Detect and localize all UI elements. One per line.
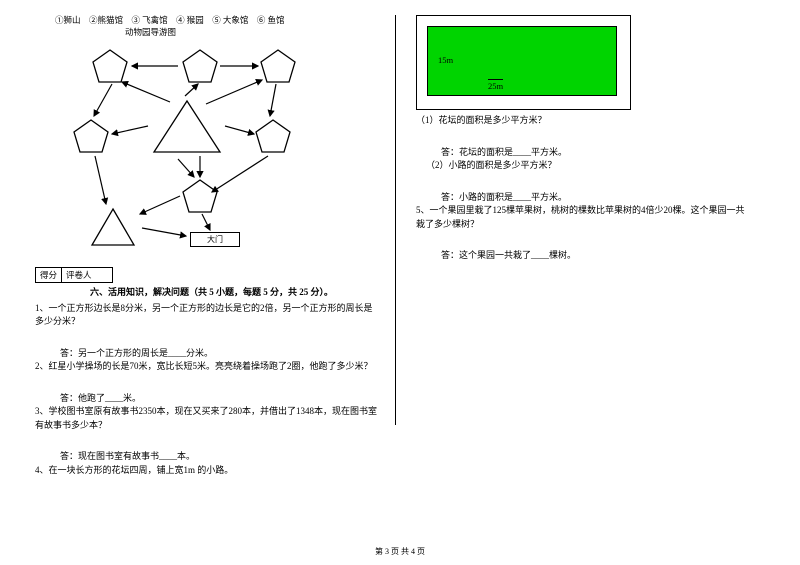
flowerbed-figure: 15m 25m: [416, 15, 631, 110]
legend-line2: 动物园导游图: [55, 27, 380, 39]
answer-3: 答：现在图书室有故事书____本。: [30, 450, 380, 464]
gate-box: 大门: [190, 232, 240, 247]
legend: ①狮山 ②熊猫馆 ③ 飞禽馆 ④ 猴园 ⑤ 大象馆 ⑥ 鱼馆 动物园导游图: [30, 15, 380, 39]
sub-answer-1: 答：花坛的面积是____平方米。: [411, 146, 751, 160]
score-table: 得分 评卷人: [35, 267, 113, 283]
pentagon-node: [182, 179, 218, 213]
pentagon-node: [73, 119, 109, 153]
grader-cell: 评卷人: [62, 268, 96, 282]
sub-question-2: （2）小路的面积是多少平方米？: [411, 159, 751, 173]
pentagon-node: [182, 49, 218, 83]
question-4: 4、在一块长方形的花坛四周，铺上宽1m 的小路。: [30, 464, 380, 478]
zoo-diagram: 大门: [70, 44, 310, 259]
height-label: 15m: [438, 55, 453, 65]
triangle-small: [90, 207, 136, 247]
question-3: 3、学校图书室原有故事书2350本，现在又买来了280本，并借出了1348本，现…: [30, 405, 380, 432]
answer-1: 答：另一个正方形的周长是____分米。: [30, 347, 380, 361]
question-5: 5、一个果园里栽了125棵苹果树，桃树的棵数比苹果树的4倍少20棵。这个果园一共…: [411, 204, 751, 231]
legend-line1: ①狮山 ②熊猫馆 ③ 飞禽馆 ④ 猴园 ⑤ 大象馆 ⑥ 鱼馆: [55, 15, 380, 27]
pentagon-node: [255, 119, 291, 153]
section-title: 六、活用知识，解决问题（共 5 小题，每题 5 分，共 25 分）。: [30, 285, 380, 298]
left-column: ①狮山 ②熊猫馆 ③ 飞禽馆 ④ 猴园 ⑤ 大象馆 ⑥ 鱼馆 动物园导游图: [30, 15, 395, 535]
triangle-large: [152, 99, 222, 154]
green-rect: 15m 25m: [427, 26, 617, 96]
width-label: 25m: [488, 79, 503, 91]
sub-answer-2: 答：小路的面积是____平方米。: [411, 191, 751, 205]
score-cell: 得分: [36, 268, 62, 282]
answer-2: 答：他跑了____米。: [30, 392, 380, 406]
answer-5: 答：这个果园一共栽了____棵树。: [411, 249, 751, 263]
right-column: 15m 25m （1）花坛的面积是多少平方米？ 答：花坛的面积是____平方米。…: [396, 15, 751, 535]
pentagon-node: [260, 49, 296, 83]
pentagon-node: [92, 49, 128, 83]
page-footer: 第 3 页 共 4 页: [0, 546, 800, 557]
sub-question-1: （1）花坛的面积是多少平方米？: [411, 114, 751, 128]
question-1: 1、一个正方形边长是8分米，另一个正方形的边长是它的2倍，另一个正方形的周长是多…: [30, 302, 380, 329]
question-2: 2、红星小学操场的长是70米，宽比长短5米。亮亮绕着操场跑了2圈，他跑了多少米？: [30, 360, 380, 374]
